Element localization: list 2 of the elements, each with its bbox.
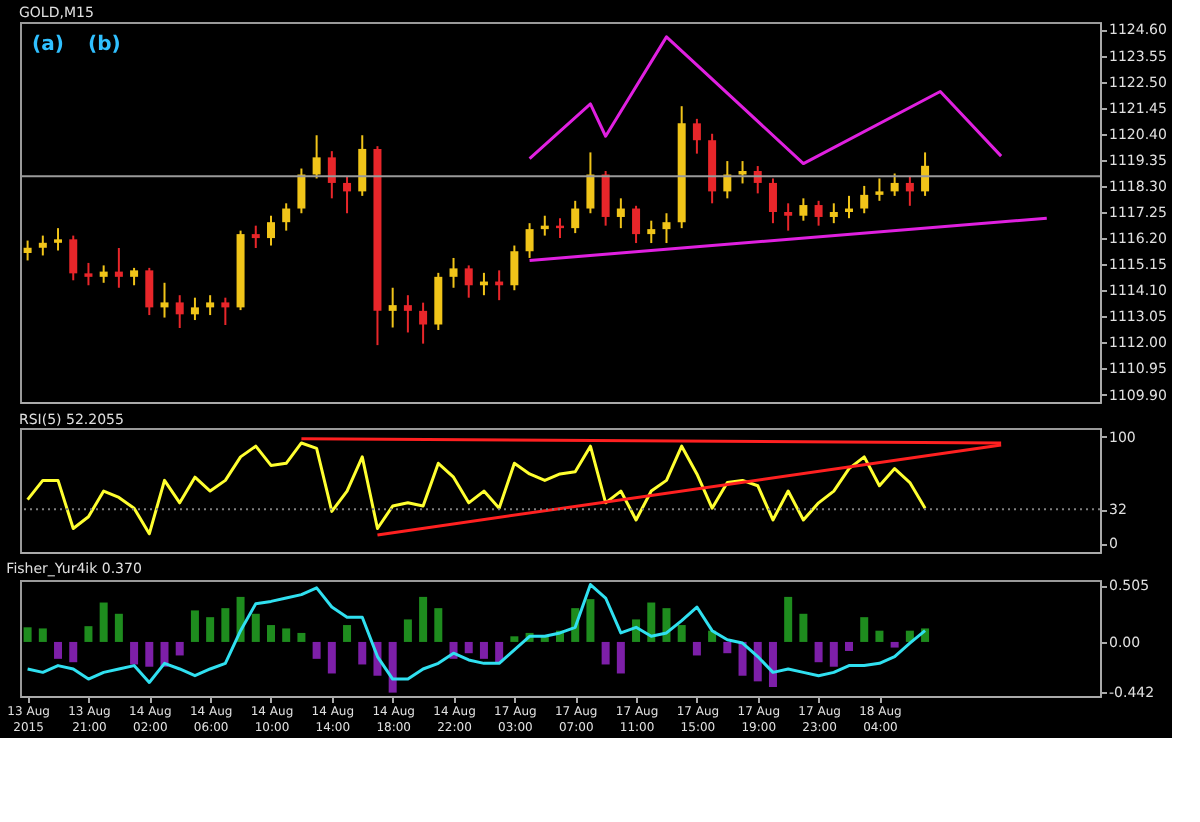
annotation: (a)	[32, 34, 64, 56]
annotation: (b)	[88, 34, 121, 56]
